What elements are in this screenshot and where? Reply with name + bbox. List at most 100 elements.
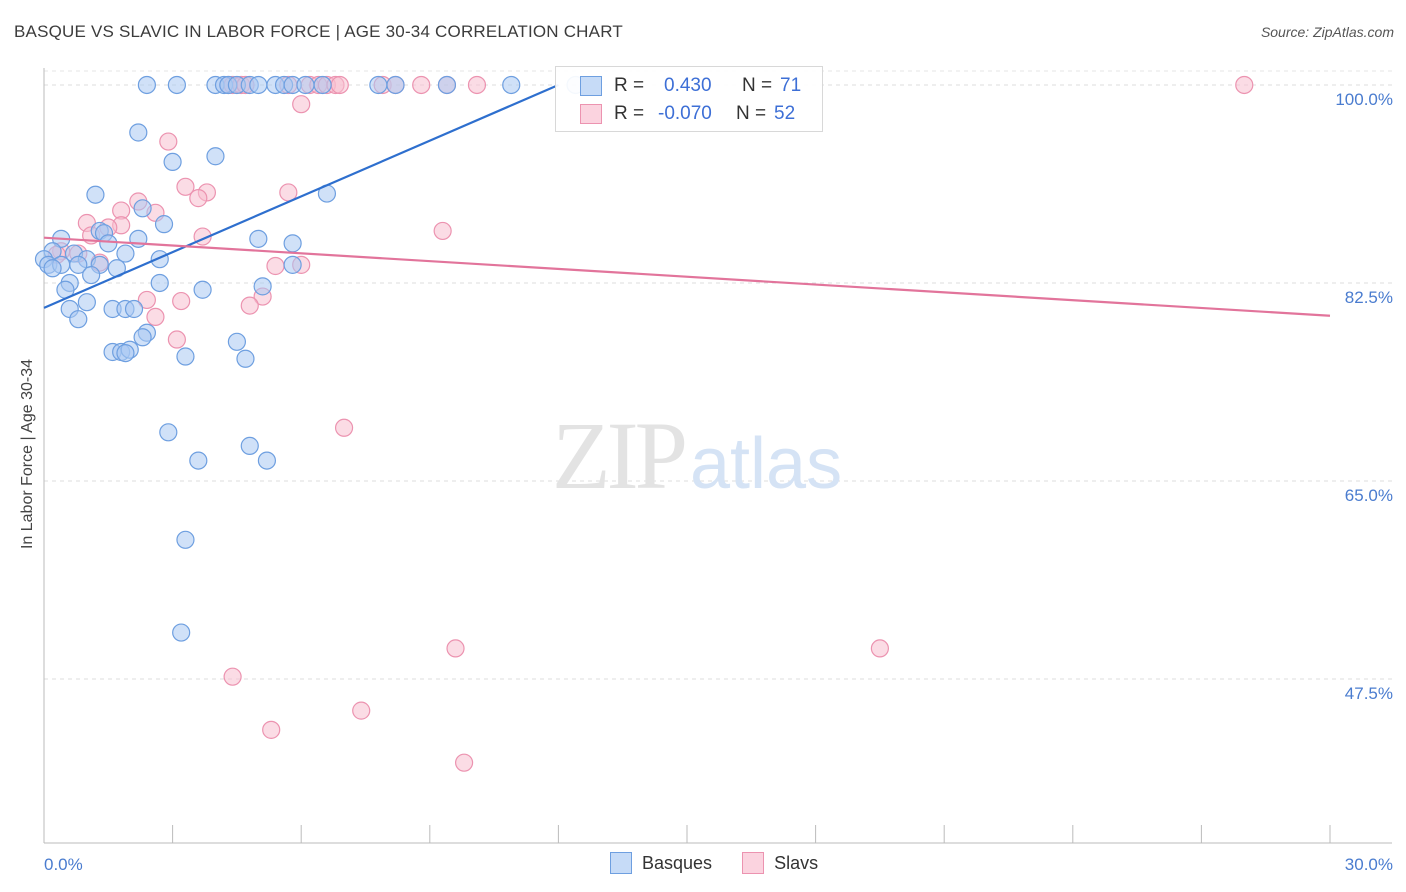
legend-r-label: R =: [614, 103, 645, 124]
grid-lines: [44, 70, 1392, 680]
y-axis-label: In Labor Force | Age 30-34: [19, 358, 36, 550]
data-point-slavs: [467, 75, 487, 95]
stats-legend: R = 0.430 N = 71 R = -0.070 N = 52: [555, 66, 823, 132]
data-point-basques: [137, 75, 156, 95]
axes: [43, 68, 1392, 844]
data-point-basques: [159, 423, 178, 442]
data-point-slavs: [1235, 75, 1254, 95]
data-point-slavs: [146, 307, 165, 327]
trend-line-basques: [43, 83, 559, 309]
trend-lines: [43, 83, 1331, 317]
data-point-slavs: [223, 667, 242, 686]
data-point-basques: [129, 123, 148, 142]
data-point-basques: [206, 147, 225, 166]
data-point-basques: [386, 75, 405, 95]
data-point-basques: [502, 75, 521, 95]
data-point-slavs: [262, 720, 281, 739]
data-point-basques: [172, 623, 191, 642]
y-tick-label: 82.5%: [1345, 288, 1393, 307]
chart-source: Source: ZipAtlas.com: [1260, 24, 1394, 40]
legend-n-value: 52: [774, 103, 796, 124]
data-point-slavs: [176, 177, 195, 196]
legend-swatch-basques: [610, 852, 632, 874]
x-tick-label: 0.0%: [44, 855, 83, 874]
legend-swatch-basques: [580, 76, 602, 96]
data-point-slavs: [266, 256, 285, 276]
data-point-basques: [133, 328, 152, 347]
legend-item-basques: Basques: [610, 852, 712, 874]
data-point-basques: [77, 293, 96, 312]
series-legend: Basques Slavs: [610, 852, 848, 874]
legend-r-value: -0.070: [658, 103, 712, 124]
data-point-basques: [163, 152, 182, 172]
series-basques-points: [34, 75, 585, 642]
x-tick-label: 30.0%: [1345, 855, 1393, 874]
legend-r-value: 0.430: [664, 75, 712, 96]
data-point-slavs: [330, 75, 349, 95]
data-point-basques: [253, 277, 272, 296]
data-point-slavs: [433, 221, 452, 241]
legend-row-slavs: R = -0.070 N = 52: [580, 101, 795, 127]
y-tick-label: 65.0%: [1345, 486, 1393, 505]
legend-swatch-slavs: [580, 104, 602, 124]
data-point-basques: [116, 244, 135, 263]
data-point-slavs: [240, 296, 259, 315]
data-point-basques: [283, 234, 302, 253]
data-point-basques: [124, 299, 144, 319]
legend-swatch-slavs: [742, 852, 765, 874]
data-point-basques: [313, 75, 332, 95]
legend-n-label: N =: [742, 75, 773, 96]
data-point-basques: [193, 280, 212, 299]
data-point-basques: [257, 451, 277, 470]
data-point-basques: [296, 75, 315, 95]
data-point-basques: [99, 234, 118, 253]
data-point-basques: [43, 259, 62, 278]
data-point-slavs: [352, 701, 371, 720]
trend-line-slavs: [43, 236, 1331, 317]
data-point-basques: [283, 255, 302, 274]
data-point-slavs: [412, 75, 431, 95]
data-point-slavs: [334, 418, 354, 437]
data-point-basques: [240, 436, 259, 455]
chart-title: BASQUE VS SLAVIC IN LABOR FORCE | AGE 30…: [14, 22, 623, 41]
data-point-basques: [116, 344, 135, 363]
data-point-basques: [227, 332, 246, 351]
y-tick-label: 100.0%: [1335, 90, 1393, 109]
data-point-basques: [82, 265, 101, 285]
data-point-basques: [236, 349, 255, 368]
data-point-slavs: [446, 639, 465, 658]
data-point-basques: [437, 75, 457, 95]
data-point-basques: [86, 185, 105, 204]
data-point-basques: [176, 347, 195, 366]
legend-item-slavs: Slavs: [742, 852, 818, 874]
y-tick-label: 47.5%: [1345, 684, 1393, 703]
legend-n-value: 71: [780, 75, 802, 96]
data-point-basques: [154, 215, 174, 234]
data-point-basques: [189, 451, 208, 470]
data-point-slavs: [189, 189, 208, 208]
data-point-slavs: [167, 330, 186, 349]
series-slavs-points: [47, 75, 1254, 772]
data-point-basques: [249, 75, 268, 95]
data-point-basques: [249, 229, 268, 248]
data-point-slavs: [292, 95, 311, 114]
data-point-slavs: [159, 132, 178, 151]
legend-label-slavs: Slavs: [774, 852, 819, 873]
data-point-basques: [167, 75, 186, 95]
data-point-basques: [150, 273, 169, 293]
legend-label-basques: Basques: [642, 852, 713, 873]
data-point-slavs: [172, 291, 191, 311]
data-point-basques: [133, 199, 152, 218]
data-point-basques: [369, 75, 388, 95]
tick-labels: 100.0% 82.5% 65.0% 47.5% 0.0% 30.0%: [44, 90, 1393, 874]
legend-n-label: N =: [736, 103, 767, 124]
data-point-basques: [176, 530, 195, 549]
data-point-slavs: [870, 639, 890, 658]
data-point-slavs: [454, 753, 474, 772]
data-point-slavs: [137, 290, 156, 310]
legend-r-label: R =: [614, 75, 645, 96]
data-point-basques: [69, 255, 88, 274]
legend-row-basques: R = 0.430 N = 71: [580, 73, 801, 99]
data-point-basques: [69, 310, 88, 329]
